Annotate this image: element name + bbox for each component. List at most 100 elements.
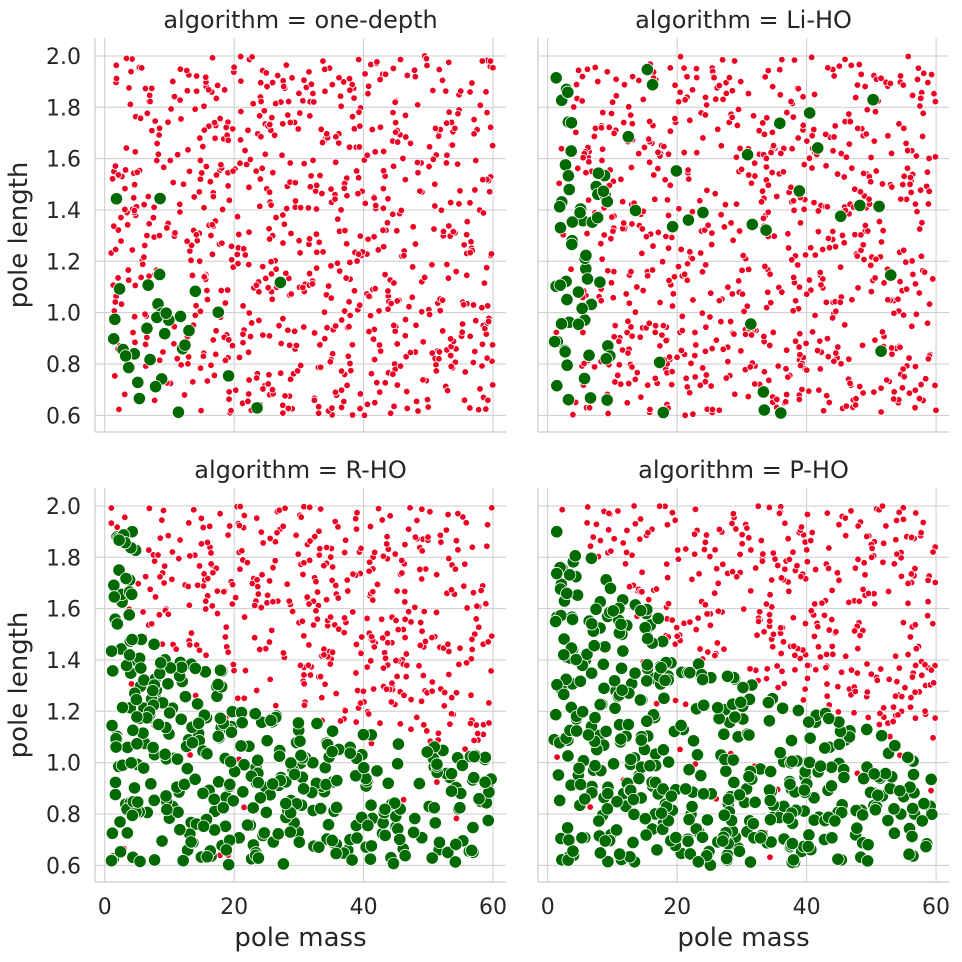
point-failure [364, 235, 372, 243]
point-failure [818, 245, 827, 254]
point-failure [623, 328, 631, 337]
point-failure [393, 227, 401, 235]
point-failure [317, 125, 325, 134]
scatter-points [548, 52, 940, 420]
point-failure [114, 171, 123, 179]
point-failure [803, 366, 811, 374]
point-failure [306, 671, 315, 679]
point-failure [364, 710, 373, 718]
point-failure [195, 188, 204, 196]
point-success [584, 551, 598, 565]
point-failure [638, 568, 646, 576]
point-failure [416, 641, 425, 650]
point-failure [121, 205, 129, 214]
point-failure [750, 159, 759, 167]
point-failure [202, 651, 210, 659]
point-failure [712, 336, 721, 344]
point-failure [615, 337, 623, 345]
point-failure [914, 64, 923, 72]
point-failure [456, 644, 464, 652]
point-failure [417, 308, 426, 316]
point-failure [228, 341, 237, 350]
point-success [211, 729, 225, 743]
point-failure [797, 523, 806, 531]
point-failure [904, 650, 912, 659]
point-success [113, 845, 128, 859]
point-failure [774, 561, 782, 570]
point-failure [197, 406, 205, 415]
point-failure [860, 255, 868, 264]
point-failure [242, 160, 251, 169]
point-failure [234, 694, 242, 702]
y-tick-label: 0.8 [46, 353, 81, 378]
point-failure [260, 107, 269, 115]
point-failure [768, 168, 776, 177]
point-success [856, 808, 870, 822]
point-failure [146, 585, 154, 594]
point-failure [184, 360, 192, 368]
point-failure [607, 547, 615, 555]
point-failure [130, 206, 139, 215]
point-failure [816, 365, 824, 373]
point-failure [257, 133, 265, 141]
point-failure [411, 533, 420, 541]
point-failure [196, 364, 205, 372]
point-failure [803, 510, 812, 519]
point-failure [836, 263, 845, 271]
point-failure [669, 290, 678, 298]
x-tick-label: 40 [793, 895, 821, 920]
point-failure [280, 220, 289, 228]
point-failure [696, 249, 705, 257]
point-failure [902, 285, 911, 293]
point-success [251, 851, 266, 865]
point-failure [768, 82, 777, 91]
point-failure [917, 380, 925, 389]
point-failure [913, 207, 921, 216]
point-failure [738, 290, 747, 298]
point-success [691, 855, 705, 869]
point-failure [894, 295, 902, 303]
point-success [113, 815, 127, 829]
point-failure [884, 587, 893, 596]
point-failure [600, 231, 608, 239]
point-failure [284, 111, 292, 119]
point-failure [808, 328, 817, 336]
point-success [151, 717, 166, 732]
point-failure [662, 336, 670, 345]
point-failure [714, 607, 722, 615]
point-failure [644, 528, 652, 537]
point-failure [389, 162, 398, 170]
point-failure [899, 246, 908, 255]
point-failure [133, 168, 141, 176]
point-success [312, 840, 326, 854]
point-failure [316, 505, 325, 513]
point-failure [487, 250, 496, 258]
point-failure [348, 411, 357, 419]
point-failure [401, 175, 410, 184]
point-failure [908, 91, 917, 100]
point-failure [297, 513, 305, 521]
point-failure [585, 404, 594, 412]
point-success [720, 851, 734, 866]
point-failure [762, 154, 771, 163]
point-success [412, 776, 426, 791]
point-failure [822, 162, 830, 170]
point-failure [925, 154, 933, 163]
point-failure [386, 512, 394, 520]
point-failure [376, 347, 385, 355]
point-failure [431, 180, 439, 188]
point-failure [312, 264, 321, 272]
point-failure [336, 717, 345, 725]
point-failure [145, 220, 153, 228]
point-failure [929, 619, 937, 628]
point-failure [412, 321, 420, 329]
point-failure [156, 573, 164, 581]
point-failure [658, 257, 667, 266]
point-success [388, 796, 402, 810]
point-failure [177, 115, 185, 123]
point-failure [823, 680, 831, 688]
point-failure [207, 560, 215, 568]
point-success [577, 371, 592, 386]
point-success [850, 821, 864, 835]
y-tick-label: 2.0 [46, 495, 81, 520]
